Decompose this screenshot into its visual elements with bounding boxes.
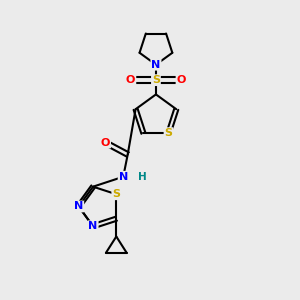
Text: S: S: [164, 128, 172, 138]
Text: H: H: [138, 172, 147, 182]
Text: S: S: [112, 189, 120, 199]
Text: N: N: [151, 60, 160, 70]
Text: O: O: [101, 138, 110, 148]
Text: N: N: [118, 172, 128, 182]
Text: N: N: [88, 221, 98, 231]
Text: S: S: [152, 75, 160, 85]
Text: O: O: [126, 75, 135, 85]
Text: O: O: [176, 75, 186, 85]
Text: N: N: [74, 202, 83, 212]
